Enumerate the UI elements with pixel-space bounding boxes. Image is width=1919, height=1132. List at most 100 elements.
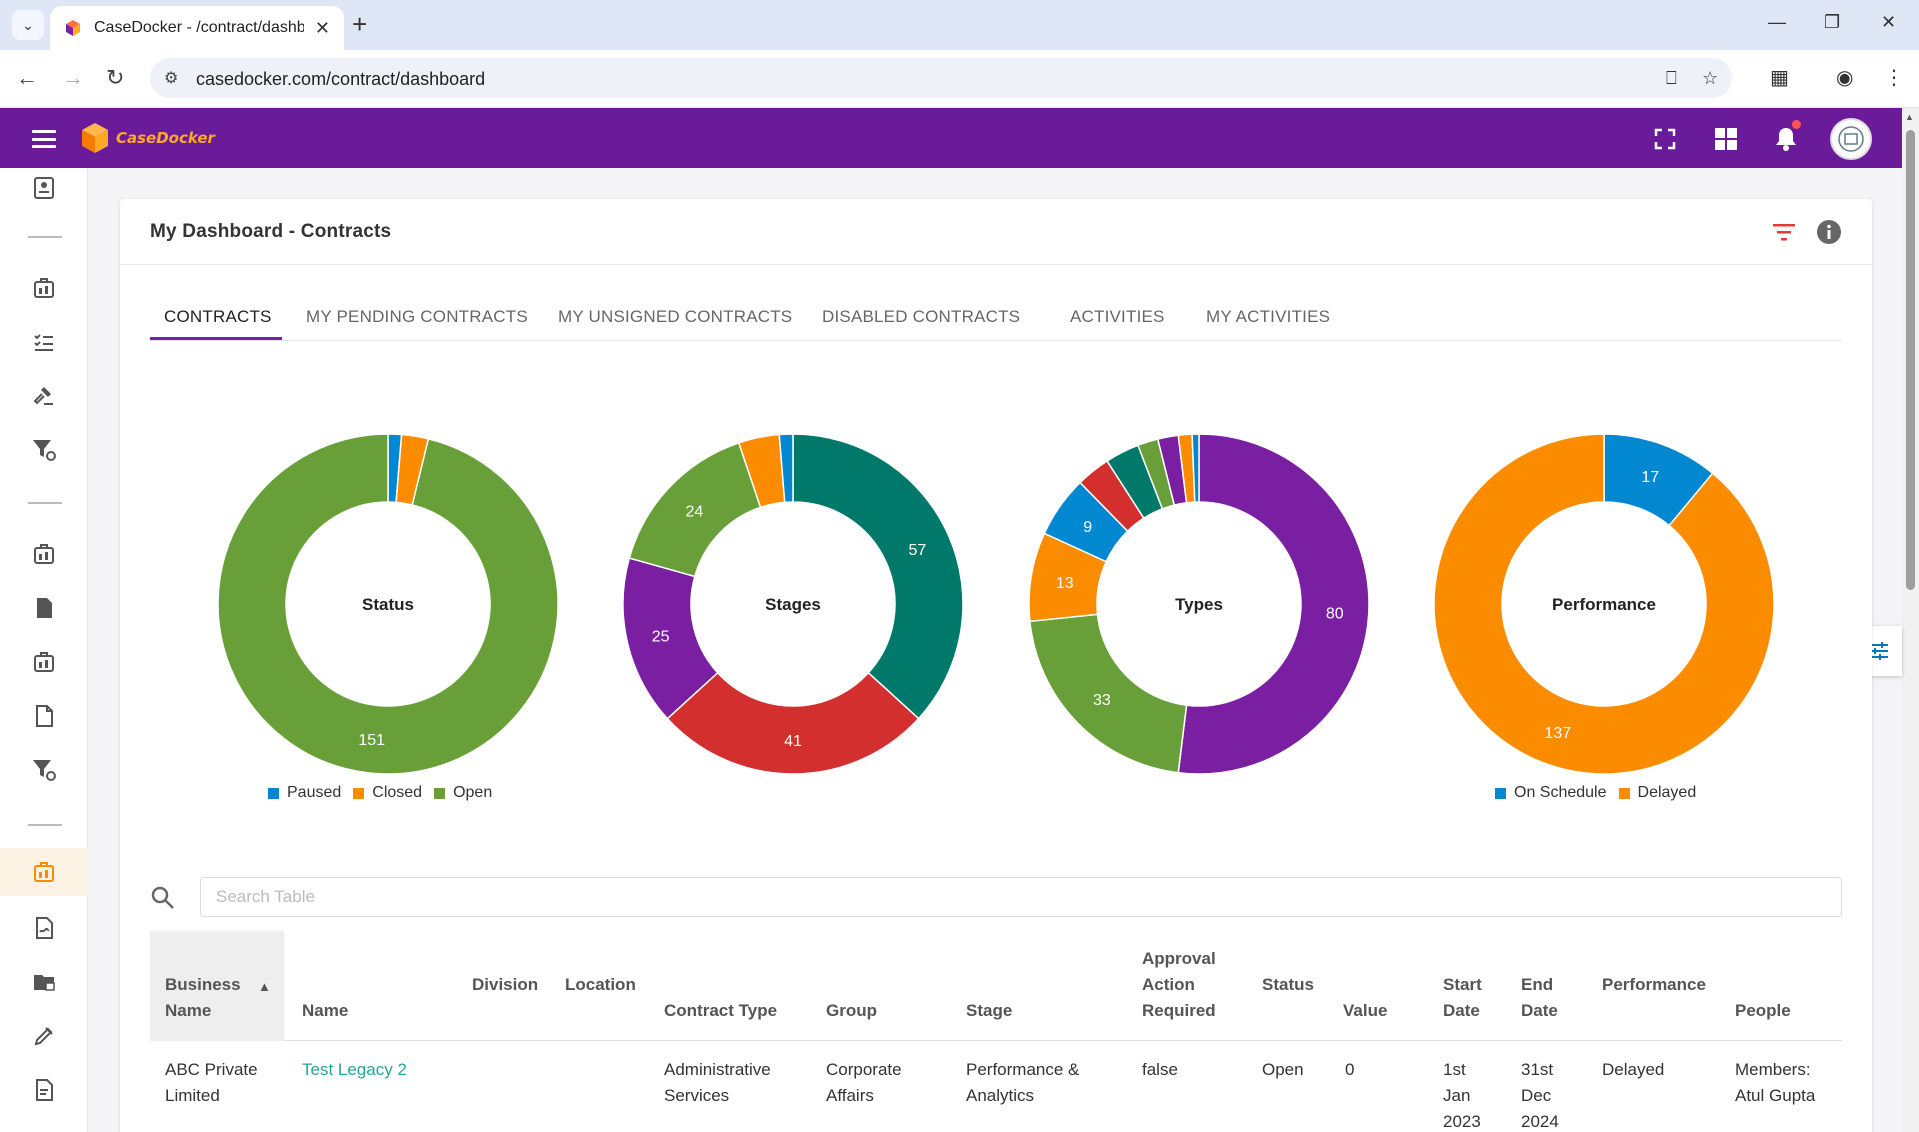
install-app-icon[interactable]: ⎕ [1666, 68, 1677, 88]
user-avatar[interactable] [1830, 118, 1872, 160]
notification-badge [1792, 120, 1801, 129]
column-header-value[interactable]: Value [1343, 1001, 1388, 1020]
casedocker-logo[interactable]: CaseDocker [80, 122, 215, 154]
cell-contract-name-link[interactable]: Test Legacy 2 [302, 1060, 407, 1079]
browser-tab-strip: ⌄ CaseDocker - /contract/dashboard ✕ + —… [0, 0, 1919, 50]
tab-search-button[interactable]: ⌄ [12, 10, 44, 40]
sidebar-item-legal[interactable] [0, 372, 88, 420]
reload-icon[interactable]: ↻ [106, 65, 125, 90]
slice-types-t10[interactable] [1191, 433, 1200, 503]
logo-cube-icon [82, 123, 108, 153]
sidebar-item-filter-settings-1[interactable] [0, 426, 88, 474]
menu-icon[interactable] [32, 130, 56, 148]
tab-my-unsigned-contracts[interactable]: MY UNSIGNED CONTRACTS [558, 307, 793, 326]
sidebar-item-contracts-dashboard-active[interactable] [0, 848, 88, 896]
forward-arrow-icon[interactable]: → [62, 65, 84, 90]
column-header-contract-type[interactable]: Contract Type [664, 1001, 778, 1020]
page-scrollbar[interactable]: ▲ [1902, 108, 1919, 1132]
column-header-end-date[interactable]: End Date [1521, 975, 1558, 1020]
status-donut-chart[interactable]: 151 Status [215, 431, 561, 777]
sidebar-item-secure-folder[interactable] [0, 958, 88, 1006]
legend-item-paused[interactable]: Paused [268, 784, 341, 802]
sidebar-item-checklist[interactable] [0, 318, 88, 366]
chevron-down-icon: ⌄ [22, 16, 34, 33]
address-url[interactable]: casedocker.com/contract/dashboard [196, 69, 486, 89]
stages-donut-chart[interactable]: 57 41 25 24 Stages [620, 431, 966, 777]
sidebar-item-sign[interactable] [0, 904, 88, 952]
chart-center-title: Performance [1552, 595, 1656, 614]
window-close-icon[interactable]: ✕ [1881, 12, 1897, 32]
sidebar-item-contacts[interactable] [0, 168, 88, 208]
slice-types-t2[interactable] [1029, 613, 1188, 774]
legend-label: Open [453, 784, 493, 801]
column-header-business-name[interactable]: Business Name [165, 975, 241, 1020]
column-header-approval-action-required[interactable]: Approval Action Required [1142, 949, 1216, 1020]
scroll-up-icon[interactable]: ▲ [1905, 112, 1914, 122]
sidebar-item-contracts-dashboard-2[interactable] [0, 530, 88, 578]
column-header-division[interactable]: Division [472, 975, 539, 994]
tab-activities[interactable]: ACTIVITIES [1070, 307, 1165, 326]
column-header-performance[interactable]: Performance [1602, 975, 1706, 994]
fullscreen-icon[interactable] [1652, 126, 1678, 152]
checklist-icon [34, 334, 53, 351]
back-arrow-icon[interactable]: ← [16, 65, 38, 90]
performance-legend: On Schedule Delayed [1495, 784, 1708, 802]
sidebar-item-filter-settings-2[interactable] [0, 746, 88, 794]
cell-performance: Delayed [1602, 1060, 1665, 1079]
column-header-group[interactable]: Group [826, 1001, 877, 1020]
tab-contracts[interactable]: CONTRACTS [164, 307, 272, 326]
tab-my-activities[interactable]: MY ACTIVITIES [1206, 307, 1331, 326]
sidebar-item-document-edit[interactable] [0, 1066, 88, 1114]
scrollbar-thumb[interactable] [1906, 130, 1915, 590]
apps-grid-icon[interactable] [1713, 126, 1739, 152]
dashboard-card: My Dashboard - Contracts CONTRACTS MY PE… [120, 199, 1872, 1132]
performance-donut-chart[interactable]: 17 137 Performance [1431, 431, 1777, 777]
cell-contract-type: Administrative Services [664, 1060, 771, 1105]
slice-status-open[interactable] [217, 433, 559, 775]
active-tab-indicator [150, 337, 282, 340]
document-filled-icon [37, 598, 52, 618]
legend-item-closed[interactable]: Closed [353, 784, 422, 802]
info-icon[interactable] [1816, 219, 1842, 245]
column-header-start-date[interactable]: Start Date [1443, 975, 1482, 1020]
restore-icon[interactable]: ❐ [1824, 12, 1841, 32]
slice-stages-stage-f[interactable] [778, 433, 794, 504]
filter-gear-icon [33, 440, 56, 461]
column-header-stage[interactable]: Stage [966, 1001, 1013, 1020]
column-header-location[interactable]: Location [565, 975, 636, 994]
data-label-status-open: 151 [358, 732, 385, 749]
legend-item-on-schedule[interactable]: On Schedule [1495, 784, 1607, 802]
profile-icon[interactable]: ◉ [1836, 67, 1854, 89]
bookmark-star-icon[interactable]: ☆ [1702, 68, 1719, 88]
sidebar-item-document[interactable] [0, 584, 88, 632]
extensions-icon[interactable]: ▦ [1770, 67, 1789, 89]
column-header-name[interactable]: Name [302, 1001, 349, 1020]
tab-my-pending-contracts[interactable]: MY PENDING CONTRACTS [306, 307, 528, 326]
notification-bell-icon[interactable] [1773, 126, 1799, 152]
types-donut-chart[interactable]: 80 33 13 9 Types [1026, 431, 1372, 777]
site-info-icon[interactable]: ⚙ [164, 70, 179, 87]
slice-performance-delayed[interactable] [1433, 433, 1775, 775]
tab-close-icon[interactable]: ✕ [314, 17, 330, 38]
slice-stages-stage-b[interactable] [666, 671, 920, 775]
column-header-status[interactable]: Status [1262, 975, 1314, 994]
filter-icon[interactable] [1772, 221, 1796, 243]
data-label-types-t4: 9 [1083, 519, 1092, 536]
minimize-icon[interactable]: — [1768, 12, 1786, 32]
sort-ascending-icon[interactable]: ▲ [258, 979, 271, 994]
legend-item-delayed[interactable]: Delayed [1618, 784, 1696, 802]
sidebar-item-file[interactable] [0, 692, 88, 740]
new-tab-button[interactable]: + [352, 9, 368, 39]
sidebar-item-contracts-dashboard-3[interactable] [0, 638, 88, 686]
address-bar[interactable]: ⚙ casedocker.com/contract/dashboard ⎕ ☆ [150, 58, 1732, 98]
tab-disabled-contracts[interactable]: DISABLED CONTRACTS [822, 307, 1021, 326]
slice-stages-stage-a[interactable] [792, 433, 964, 720]
sidebar-item-contracts-dashboard-1[interactable] [0, 264, 88, 312]
browser-menu-icon[interactable]: ⋮ [1884, 67, 1904, 89]
sidebar-item-tools[interactable] [0, 1012, 88, 1060]
legend-item-open[interactable]: Open [434, 784, 492, 802]
browser-tab[interactable]: CaseDocker - /contract/dashboard ✕ [50, 6, 344, 50]
slice-types-t1[interactable] [1177, 433, 1370, 775]
column-header-people[interactable]: People [1735, 1001, 1791, 1020]
search-table-input[interactable] [200, 877, 1842, 917]
